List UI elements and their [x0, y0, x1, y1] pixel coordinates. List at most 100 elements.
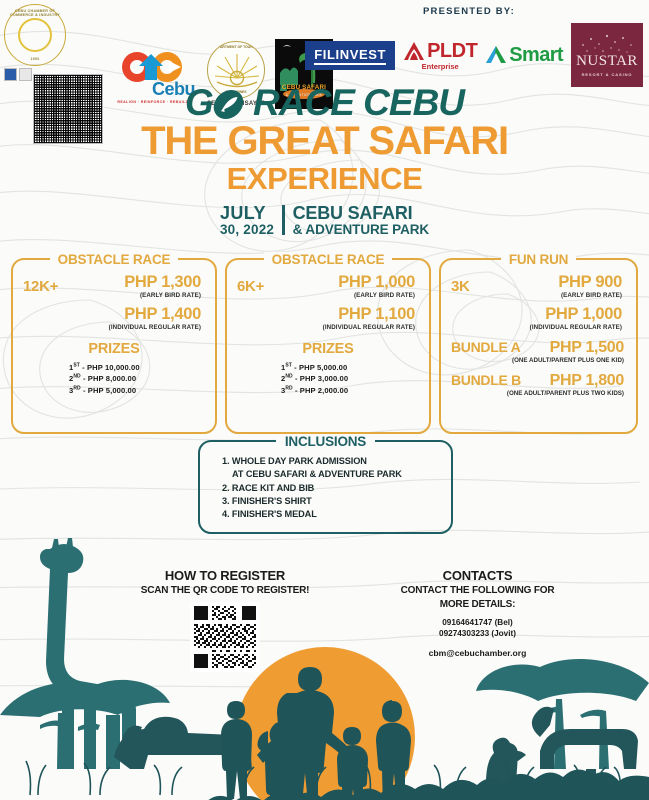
- chamber-seal-top-text: CEBU CHAMBER OF COMMERCE & INDUSTRY: [10, 8, 60, 17]
- race-distance: 6K+: [237, 278, 265, 295]
- event-date: JULY 30, 2022: [220, 204, 274, 236]
- title-block: G RACE CEBU THE GREAT SAFARI EXPERIENCE …: [0, 84, 649, 236]
- early-bird-amount: PHP 900: [558, 273, 622, 291]
- date-venue-bar: JULY 30, 2022 CEBU SAFARI & ADVENTURE PA…: [0, 204, 649, 236]
- rocket-icon: [210, 90, 246, 119]
- pricing-box-fun-run: FUN RUN 3K PHP 900 (EARLY BIRD RATE) PHP…: [439, 252, 638, 434]
- early-bird-amount: PHP 1,300: [124, 273, 201, 291]
- prizes-heading: PRIZES: [302, 340, 354, 357]
- race-distance: 3K: [451, 278, 470, 295]
- regular-amount: PHP 1,400: [124, 304, 201, 323]
- early-bird-label: (EARLY BIRD RATE): [353, 291, 415, 299]
- contact-phone-1[interactable]: 09164641747 (Bel): [442, 618, 513, 628]
- prizes-heading: PRIZES: [88, 340, 140, 357]
- regular-amount: PHP 1,000: [545, 304, 622, 323]
- early-bird-amount: PHP 1,000: [338, 273, 415, 291]
- prize-amount: - PHP 10,000.00: [82, 362, 140, 372]
- register-subheading: SCAN THE QR CODE TO REGISTER!: [140, 585, 310, 596]
- contacts-subheading-line1: CONTACT THE FOLLOWING FOR: [400, 585, 555, 596]
- bundle-row: BUNDLE B PHP 1,800: [451, 372, 626, 390]
- pldt-mark-icon: [404, 42, 425, 60]
- certification-badge-icon: [18, 68, 32, 81]
- prize-suffix: ST: [73, 362, 80, 369]
- inclusion-item: 3. FINISHER'S SHIRT: [222, 496, 312, 507]
- race-distance: 12K+: [23, 278, 59, 295]
- inclusions-title: INCLUSIONS: [200, 433, 451, 451]
- event-venue: CEBU SAFARI & ADVENTURE PARK: [292, 203, 430, 236]
- smart-mark-icon: [486, 46, 507, 63]
- poster-header: CEBU CHAMBER OF COMMERCE & INDUSTRY 1903: [0, 0, 649, 144]
- bundle-row: BUNDLE A PHP 1,500: [451, 339, 626, 357]
- contacts-section: CONTACTS CONTACT THE FOLLOWING FOR MORE …: [370, 568, 585, 658]
- prize-amount: - PHP 2,000.00: [294, 385, 349, 395]
- pricing-box-title: OBSTACLE RACE: [13, 251, 215, 269]
- pldt-enterprise-sublabel: Enterprise: [421, 61, 459, 71]
- prize-row: 3RD - PHP 2,000.00: [281, 385, 419, 397]
- prize-row: 3RD - PHP 5,000.00: [69, 385, 205, 397]
- chamber-seal-icon: CEBU CHAMBER OF COMMERCE & INDUSTRY 1903: [4, 4, 66, 66]
- smart-logo: Smart: [485, 43, 564, 67]
- event-title-line3: EXPERIENCE: [226, 161, 423, 197]
- prize-row: 2ND - PHP 3,000.00: [281, 373, 419, 385]
- bundle-note: (ONE ADULT/PARENT PLUS TWO KIDS): [506, 389, 624, 397]
- pricing-box-title: FUN RUN: [441, 251, 636, 269]
- event-venue-line1: CEBU SAFARI: [292, 203, 413, 224]
- prize-row: 1ST - PHP 5,000.00: [281, 362, 419, 374]
- nustar-sparkle-icon: [582, 34, 632, 53]
- event-date-day-year: 30, 2022: [219, 221, 275, 237]
- qr-code-icon[interactable]: [190, 602, 260, 672]
- bundle-amount: PHP 1,500: [549, 338, 625, 356]
- prize-amount: - PHP 8,000.00: [82, 374, 137, 384]
- pricing-box-title-text: OBSTACLE RACE: [49, 252, 179, 267]
- register-heading: HOW TO REGISTER: [164, 568, 286, 583]
- prize-row: 1ST - PHP 10,000.00: [69, 362, 205, 374]
- prize-amount: - PHP 5,000.00: [82, 385, 137, 395]
- contacts-subheading-line2: MORE DETAILS:: [439, 599, 516, 611]
- event-date-month: JULY: [219, 203, 266, 224]
- early-bird-label: (EARLY BIRD RATE): [139, 291, 201, 299]
- inclusion-item: 1. WHOLE DAY PARK ADMISSION: [222, 456, 367, 466]
- regular-label: (INDIVIDUAL REGULAR RATE): [108, 323, 201, 331]
- event-title-line2: THE GREAT SAFARI: [141, 119, 509, 163]
- presented-by-section: PRESENTED BY: FILINVEST PLDT Enterprise: [289, 6, 649, 87]
- bundle-note: (ONE ADULT/PARENT PLUS ONE KID): [512, 356, 624, 364]
- prize-amount: - PHP 5,000.00: [294, 362, 348, 372]
- event-title-line1: G RACE CEBU: [0, 84, 649, 121]
- regular-label: (INDIVIDUAL REGULAR RATE): [322, 323, 415, 331]
- regular-label: (INDIVIDUAL REGULAR RATE): [529, 323, 622, 331]
- nustar-logo: NUSTAR RESORT & CASINO: [571, 23, 643, 87]
- contact-phone-2[interactable]: 09274303233 (Jovit): [439, 629, 516, 639]
- inclusions-box: INCLUSIONS 1. WHOLE DAY PARK ADMISSION A…: [198, 434, 453, 534]
- inclusions-title-text: INCLUSIONS: [275, 434, 376, 449]
- pricing-box-title-text: FUN RUN: [500, 252, 577, 267]
- how-to-register-section: HOW TO REGISTER SCAN THE QR CODE TO REGI…: [110, 568, 340, 672]
- title-race-cebu-text: RACE CEBU: [243, 82, 465, 123]
- inclusion-item: AT CEBU SAFARI & ADVENTURE PARK: [232, 469, 402, 480]
- prize-row: 2ND - PHP 8,000.00: [69, 373, 205, 385]
- contacts-heading: CONTACTS: [442, 568, 513, 583]
- prize-list: 1ST - PHP 10,000.00 2ND - PHP 8,000.00 3…: [23, 362, 205, 397]
- bundle-name: BUNDLE A: [451, 338, 521, 355]
- certification-badge-icon: [4, 68, 17, 81]
- chamber-seal-bottom-text: 1903: [30, 57, 40, 61]
- sponsor-logos: FILINVEST PLDT Enterprise: [289, 23, 649, 87]
- early-bird-label: (EARLY BIRD RATE): [560, 291, 622, 299]
- nustar-sublabel: RESORT & CASINO: [581, 72, 633, 77]
- title-go-text: G: [184, 82, 214, 123]
- prize-suffix: RD: [73, 385, 81, 392]
- prize-suffix: ND: [73, 373, 81, 380]
- pldt-enterprise-logo: PLDT Enterprise: [403, 40, 478, 71]
- smart-wordmark: Smart: [509, 43, 563, 66]
- prize-amount: - PHP 3,000.00: [294, 374, 349, 384]
- bundle-name: BUNDLE B: [451, 371, 521, 388]
- inclusion-item: 2. RACE KIT AND BIB: [222, 482, 315, 493]
- bundle-amount: PHP 1,800: [549, 371, 625, 389]
- filinvest-wordmark: FILINVEST: [314, 47, 387, 65]
- pricing-box-obstacle-12k: OBSTACLE RACE 12K+ PHP 1,300 (EARLY BIRD…: [11, 252, 217, 434]
- pricing-box-obstacle-6k: OBSTACLE RACE 6K+ PHP 1,000 (EARLY BIRD …: [225, 252, 431, 434]
- prize-suffix: ST: [285, 362, 292, 369]
- regular-amount: PHP 1,100: [338, 304, 415, 323]
- pricing-box-title-text: OBSTACLE RACE: [263, 252, 393, 267]
- contact-email[interactable]: cbm@cebuchamber.org: [428, 647, 527, 658]
